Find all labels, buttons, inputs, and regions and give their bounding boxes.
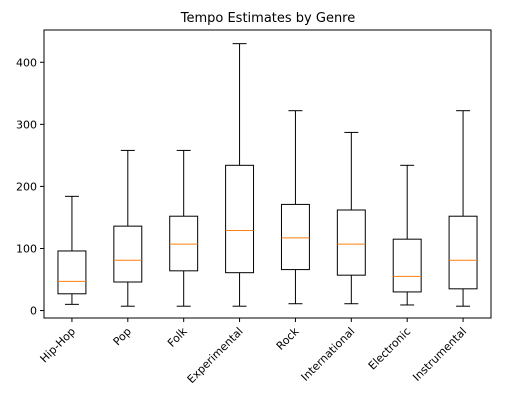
box-experimental <box>225 43 255 307</box>
box-international <box>336 131 366 305</box>
x-tick-label: Hip-Hop <box>38 325 79 366</box>
iqr-box <box>113 225 143 283</box>
box-folk <box>169 149 199 307</box>
x-tick-label: Experimental <box>185 325 246 386</box>
iqr-box <box>57 250 87 295</box>
x-tick-label: Instrumental <box>410 325 469 384</box>
x-tick-label: Rock <box>274 324 302 352</box>
y-tick-label: 300 <box>16 118 37 131</box>
y-tick-label: 0 <box>30 305 37 318</box>
y-tick-label: 400 <box>16 56 37 69</box>
chart-title: Tempo Estimates by Genre <box>180 11 356 26</box>
iqr-box <box>336 209 366 276</box>
plot-area <box>57 43 478 307</box>
box-pop <box>113 149 143 307</box>
iqr-box <box>448 215 478 290</box>
y-tick-label: 100 <box>16 242 37 255</box>
iqr-box <box>280 203 310 271</box>
iqr-box <box>392 238 422 293</box>
box-electronic <box>392 164 422 306</box>
box-hip-hop <box>57 195 87 305</box>
y-axis: 0 100 200 300 400 <box>16 56 44 318</box>
iqr-box <box>169 215 199 272</box>
y-tick-label: 200 <box>16 180 37 193</box>
box-rock <box>280 110 310 305</box>
plot-frame <box>43 29 492 319</box>
x-tick-label: International <box>299 325 358 384</box>
x-tick-label: Pop <box>111 325 134 348</box>
x-tick-label: Folk <box>165 324 190 349</box>
iqr-box <box>225 164 255 274</box>
box-instrumental <box>448 110 478 307</box>
x-tick-label: Electronic <box>366 325 414 373</box>
